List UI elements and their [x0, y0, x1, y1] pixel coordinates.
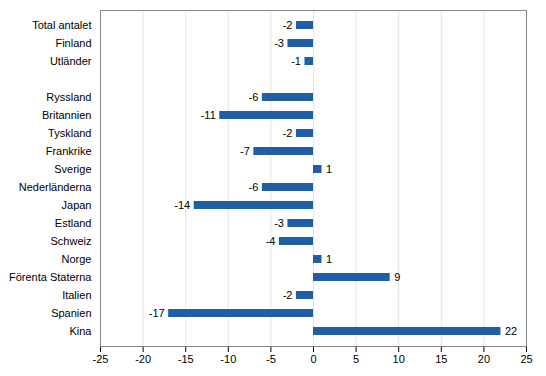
- svg-text:Förenta Staterna: Förenta Staterna: [9, 271, 92, 283]
- svg-text:-7: -7: [240, 145, 250, 157]
- svg-text:-2: -2: [283, 289, 293, 301]
- svg-text:-6: -6: [249, 181, 259, 193]
- svg-text:Kina: Kina: [69, 325, 92, 337]
- svg-text:Japan: Japan: [62, 199, 92, 211]
- svg-text:Ryssland: Ryssland: [46, 91, 91, 103]
- svg-text:Schweiz: Schweiz: [51, 235, 92, 247]
- svg-text:Frankrike: Frankrike: [46, 145, 92, 157]
- svg-text:Norge: Norge: [62, 253, 92, 265]
- svg-text:-6: -6: [249, 91, 259, 103]
- svg-text:-3: -3: [274, 37, 284, 49]
- svg-text:-4: -4: [266, 235, 276, 247]
- svg-text:5: 5: [353, 353, 359, 365]
- svg-text:Estland: Estland: [55, 217, 92, 229]
- svg-text:20: 20: [478, 353, 490, 365]
- svg-text:1: 1: [326, 163, 332, 175]
- svg-text:0: 0: [310, 353, 316, 365]
- svg-text:Britannien: Britannien: [42, 109, 92, 121]
- svg-text:-20: -20: [135, 353, 151, 365]
- svg-text:-5: -5: [266, 353, 276, 365]
- svg-text:-1: -1: [291, 55, 301, 67]
- svg-text:9: 9: [394, 271, 400, 283]
- svg-text:Spanien: Spanien: [51, 307, 91, 319]
- svg-text:15: 15: [435, 353, 447, 365]
- svg-text:22: 22: [505, 325, 517, 337]
- svg-text:Utländer: Utländer: [50, 55, 92, 67]
- svg-text:Tyskland: Tyskland: [48, 127, 91, 139]
- svg-text:Total antalet: Total antalet: [32, 19, 91, 31]
- svg-text:-15: -15: [178, 353, 194, 365]
- svg-text:-3: -3: [274, 217, 284, 229]
- svg-text:10: 10: [393, 353, 405, 365]
- svg-text:-2: -2: [283, 19, 293, 31]
- svg-text:-10: -10: [220, 353, 236, 365]
- svg-text:Finland: Finland: [55, 37, 91, 49]
- svg-text:Nederländerna: Nederländerna: [19, 181, 93, 193]
- svg-text:-25: -25: [93, 353, 109, 365]
- svg-text:1: 1: [326, 253, 332, 265]
- svg-text:-11: -11: [201, 109, 216, 121]
- svg-text:-17: -17: [149, 307, 165, 319]
- svg-text:Sverige: Sverige: [54, 163, 91, 175]
- svg-text:-14: -14: [174, 199, 190, 211]
- svg-text:-2: -2: [283, 127, 293, 139]
- svg-text:Italien: Italien: [62, 289, 91, 301]
- svg-text:25: 25: [520, 353, 532, 365]
